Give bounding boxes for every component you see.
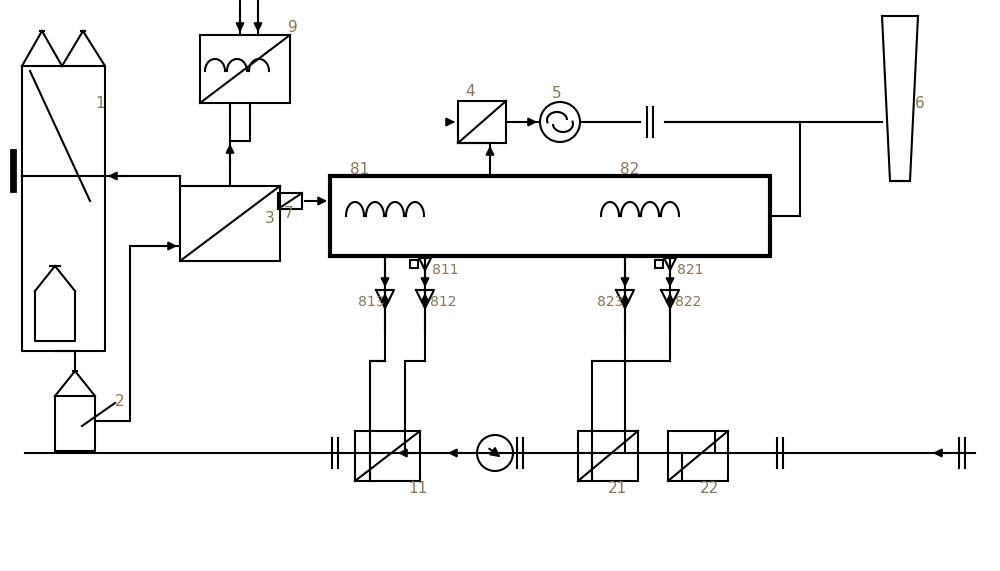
Bar (355, 431, 420, 481)
Text: 5: 5 (552, 86, 562, 101)
Text: 823: 823 (597, 295, 623, 309)
Text: 22: 22 (700, 481, 719, 496)
Text: 81: 81 (350, 162, 369, 177)
Bar (410, 260, 418, 268)
Bar (200, 35, 290, 103)
Text: 822: 822 (675, 295, 701, 309)
Text: 9: 9 (288, 20, 298, 35)
Text: 2: 2 (115, 394, 125, 409)
Bar (278, 193, 302, 209)
Text: 821: 821 (677, 263, 704, 277)
Circle shape (477, 435, 513, 471)
Bar (578, 431, 638, 481)
Bar (668, 431, 728, 481)
Text: 813: 813 (358, 295, 384, 309)
Bar (330, 176, 770, 256)
Bar (655, 260, 663, 268)
Text: 811: 811 (432, 263, 459, 277)
Bar (458, 101, 506, 143)
Text: 21: 21 (608, 481, 627, 496)
Text: 812: 812 (430, 295, 456, 309)
Text: 3: 3 (265, 211, 275, 226)
Text: 11: 11 (408, 481, 427, 496)
Circle shape (540, 102, 580, 142)
Text: 6: 6 (915, 96, 925, 111)
Text: 7: 7 (284, 206, 294, 221)
Text: 1: 1 (95, 96, 105, 111)
Text: 82: 82 (620, 162, 639, 177)
Text: 4: 4 (465, 84, 475, 99)
Bar (180, 186, 280, 261)
